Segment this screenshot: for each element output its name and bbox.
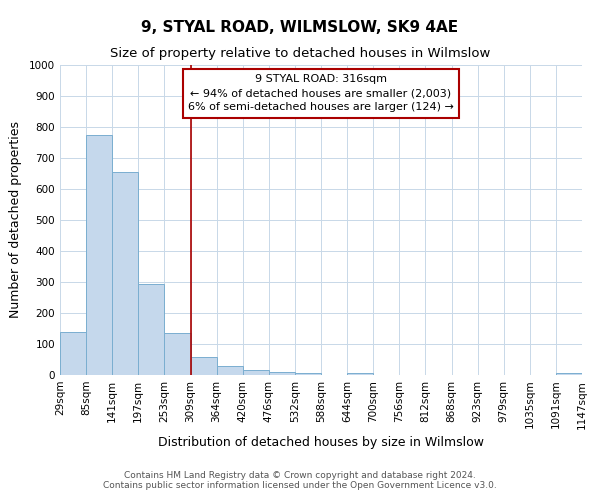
Text: Contains HM Land Registry data © Crown copyright and database right 2024.
Contai: Contains HM Land Registry data © Crown c… <box>103 470 497 490</box>
Bar <box>217 366 243 375</box>
X-axis label: Distribution of detached houses by size in Wilmslow: Distribution of detached houses by size … <box>158 436 484 448</box>
Y-axis label: Number of detached properties: Number of detached properties <box>9 122 22 318</box>
Text: 9, STYAL ROAD, WILMSLOW, SK9 4AE: 9, STYAL ROAD, WILMSLOW, SK9 4AE <box>142 20 458 35</box>
Bar <box>295 374 321 375</box>
Bar <box>191 357 217 375</box>
Bar <box>112 172 139 375</box>
Bar <box>86 134 112 375</box>
Bar <box>164 333 191 375</box>
Bar <box>242 370 269 375</box>
Bar <box>347 374 373 375</box>
Bar <box>60 332 86 375</box>
Bar <box>269 372 295 375</box>
Bar <box>139 284 164 375</box>
Bar <box>556 374 582 375</box>
Text: 9 STYAL ROAD: 316sqm
← 94% of detached houses are smaller (2,003)
6% of semi-det: 9 STYAL ROAD: 316sqm ← 94% of detached h… <box>188 74 454 112</box>
Text: Size of property relative to detached houses in Wilmslow: Size of property relative to detached ho… <box>110 48 490 60</box>
